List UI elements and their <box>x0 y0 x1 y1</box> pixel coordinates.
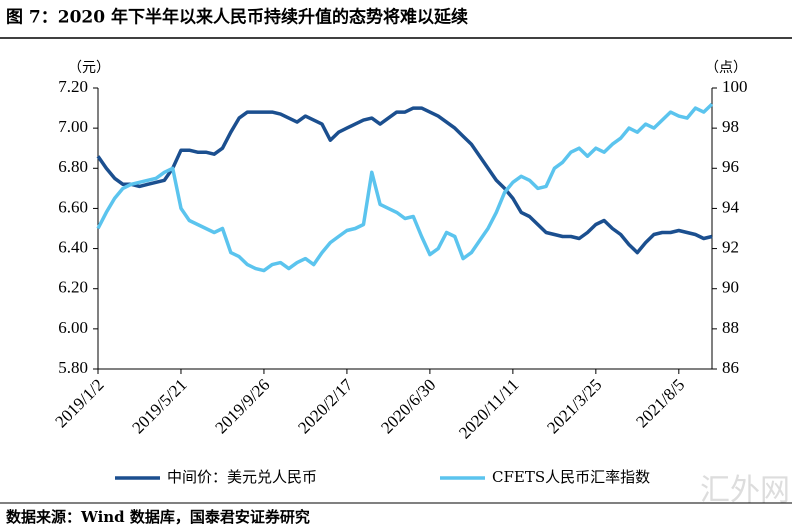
y-tick-label: 7.00 <box>58 117 88 136</box>
legend-label: CFETS人民币汇率指数 <box>492 468 650 486</box>
series-line <box>96 106 713 255</box>
x-tick-label: 2021/8/5 <box>632 375 688 431</box>
y2-tick-label: 98 <box>722 117 739 136</box>
y2-tick-label: 86 <box>722 358 739 377</box>
y-tick-label: 6.20 <box>58 278 88 297</box>
x-tick-label: 2020/6/30 <box>377 375 439 437</box>
x-tick-label: 2020/11/11 <box>455 375 522 442</box>
watermark: 汇外网 <box>700 473 790 508</box>
series-line <box>96 102 714 273</box>
y-tick-label: 6.40 <box>58 237 88 256</box>
y-tick-label: 5.80 <box>58 358 88 377</box>
chart-title: 图 7：2020 年下半年以来人民币持续升值的态势将难以延续 <box>6 7 468 28</box>
y2-unit: （点） <box>705 60 747 76</box>
x-tick-label: 2020/2/17 <box>294 375 357 438</box>
x-tick-label: 2021/3/25 <box>543 375 605 437</box>
y-tick-label: 6.00 <box>58 318 88 337</box>
source: 数据来源：Wind 数据库，国泰君安证券研究 <box>6 508 310 526</box>
y-tick-label: 7.20 <box>58 77 88 96</box>
y-tick-label: 6.80 <box>58 157 88 176</box>
y2-tick-label: 88 <box>722 318 739 337</box>
x-tick-label: 2019/5/21 <box>128 375 190 437</box>
y2-tick-label: 92 <box>722 237 739 256</box>
y2-tick-label: 94 <box>722 197 740 216</box>
x-tick-label: 2019/1/2 <box>51 375 107 431</box>
y2-tick-label: 90 <box>722 278 739 297</box>
y-tick-label: 6.60 <box>58 197 88 216</box>
legend-label: 中间价：美元兑人民币 <box>167 468 317 486</box>
y2-tick-label: 96 <box>722 157 739 176</box>
y2-tick-label: 100 <box>722 77 748 96</box>
x-tick-label: 2019/9/26 <box>211 375 273 437</box>
y-unit: （元） <box>68 60 110 76</box>
